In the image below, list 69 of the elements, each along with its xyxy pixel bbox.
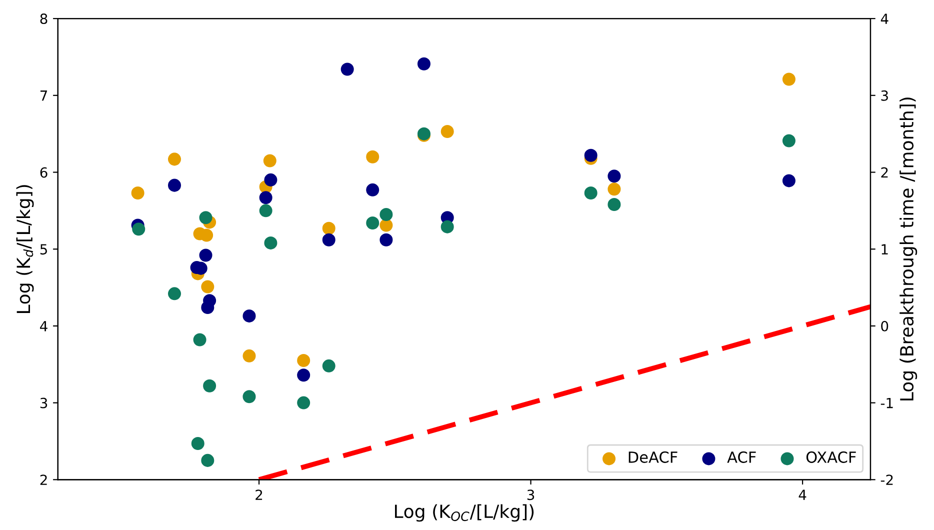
y-tick-label: 4 [40,321,48,332]
y2-tick-label: 4 [880,14,888,24]
y-axis-title: Log (K$_{d}$/[L/kg]) [16,185,34,313]
point [242,390,256,404]
point [322,359,336,372]
point [242,349,256,362]
point [297,396,310,410]
point [380,208,393,222]
point [203,379,216,392]
point [322,233,336,246]
point [380,233,393,246]
y2-tick-label: 0 [881,320,888,332]
point [782,72,796,86]
x-tick-label: 2 [256,490,262,500]
legend-label: OXACF [806,451,856,463]
point [132,222,146,236]
x-tick-label: 4 [798,490,806,500]
x-tick-label: 3 [527,490,534,500]
point [193,333,206,346]
legend-label: DeACF [628,451,678,463]
point [264,236,278,250]
y2-tick-label: 1 [882,244,888,254]
x-axis-title: Log (K$_{OC}$/[L/kg]) [395,504,534,522]
point [259,204,272,218]
y-tick-label: 8 [40,14,48,24]
y-tick-label: 7 [40,90,47,101]
point [168,287,181,300]
point [259,191,272,204]
point [417,57,430,70]
point [264,173,278,186]
point [440,220,454,234]
point [322,222,336,235]
point [340,62,354,76]
y-tick-label: 5 [40,244,47,255]
point [263,154,276,168]
point [201,280,214,294]
point [297,368,310,382]
point [366,150,380,164]
point [584,148,598,162]
y2-tick-label: 2 [881,167,888,178]
point [131,186,144,200]
y2-tick-label: 3 [881,90,888,101]
point [366,216,380,230]
point [201,301,214,314]
y2-tick-label: -2 [880,474,893,485]
point [191,437,204,450]
point [380,218,393,232]
point [199,211,212,224]
point [608,170,621,183]
point [199,248,212,262]
y2-axis-title: Log (Breakthrough time /[month]) [900,98,918,400]
point [242,309,256,322]
point [297,354,310,368]
y-tick-label: 6 [40,167,48,178]
point [168,178,181,192]
point [608,198,621,212]
point [440,125,454,138]
point [584,186,598,200]
point [366,183,380,196]
point [200,228,214,242]
point [782,134,796,148]
point [608,182,621,196]
point [168,152,181,166]
point [782,174,796,188]
y-tick-label: 3 [40,398,48,408]
legend-label: ACF [727,451,756,463]
y-tick-label: 2 [40,474,47,485]
y2-tick-label: -1 [880,398,893,408]
point [201,454,214,467]
